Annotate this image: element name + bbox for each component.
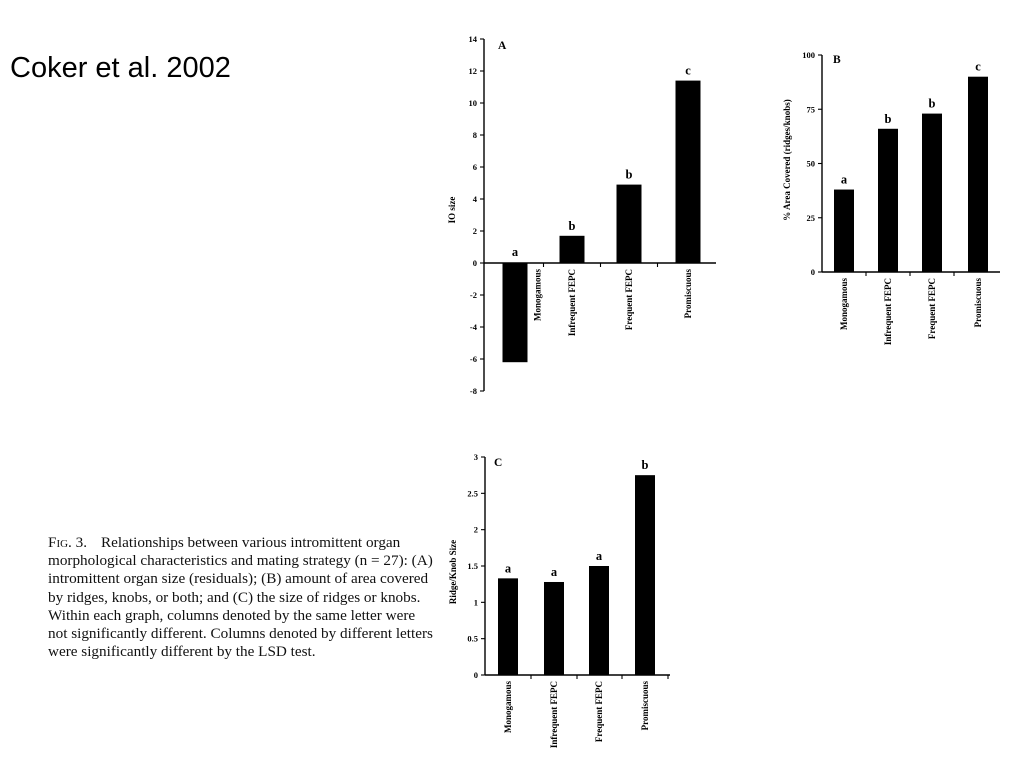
y-tick-label-a: 10 <box>469 98 478 108</box>
bar-b <box>968 76 988 272</box>
category-label-b: Monogamous <box>839 278 849 331</box>
significance-letter-b: a <box>841 173 848 187</box>
bar-b <box>878 128 898 272</box>
caption-figure-label: Fig. 3. <box>48 534 88 551</box>
bar-a <box>502 263 528 363</box>
y-tick-label-c: 2.5 <box>467 488 478 498</box>
y-tick-label-c: 0.5 <box>467 634 478 644</box>
y-tick-label-a: -6 <box>470 354 477 364</box>
bar-a <box>559 235 585 263</box>
significance-letter-c: a <box>596 549 603 563</box>
category-label-a: Infrequent FEPC <box>567 269 577 336</box>
y-tick-label-a: 8 <box>473 130 477 140</box>
bar-a <box>675 80 701 263</box>
category-label-c: Promiscuous <box>640 681 650 731</box>
y-axis-title-c: Ridge/Knob Size <box>448 540 458 604</box>
y-tick-label-c: 3 <box>474 452 478 462</box>
y-tick-label-a: -2 <box>470 290 477 300</box>
y-tick-label-a: 6 <box>473 162 477 172</box>
category-label-b: Infrequent FEPC <box>883 278 893 345</box>
panel-label-b: B <box>833 54 841 66</box>
bar-c <box>635 475 655 675</box>
y-tick-label-c: 1.5 <box>467 561 478 571</box>
significance-letter-a: b <box>626 168 633 182</box>
bar-a <box>616 184 642 263</box>
panel-label-c: C <box>494 457 502 469</box>
y-tick-label-b: 25 <box>807 213 816 223</box>
y-tick-label-a: 12 <box>469 66 478 76</box>
y-tick-label-c: 1 <box>474 597 478 607</box>
significance-letter-c: b <box>642 458 649 472</box>
category-label-a: Monogamous <box>533 269 543 322</box>
y-axis-title-a: IO size <box>447 197 457 224</box>
caption-text: Relationships between various intromitte… <box>48 534 433 661</box>
significance-letter-a: b <box>569 219 576 233</box>
y-tick-label-c: 0 <box>474 670 478 680</box>
y-tick-label-a: 2 <box>473 226 477 236</box>
category-label-b: Frequent FEPC <box>927 278 937 339</box>
y-tick-label-b: 75 <box>807 104 816 114</box>
category-label-b: Promiscuous <box>973 278 983 328</box>
figure-caption: Fig. 3. Relationships between various int… <box>48 534 438 661</box>
bar-b <box>834 189 854 272</box>
y-tick-label-a: -4 <box>470 322 478 332</box>
significance-letter-b: c <box>975 60 981 74</box>
y-axis-title-b: % Area Covered (ridges/knobs) <box>782 99 792 220</box>
bar-c <box>589 566 609 675</box>
bar-c <box>498 578 518 675</box>
y-tick-label-c: 2 <box>474 525 478 535</box>
category-label-a: Frequent FEPC <box>624 269 634 330</box>
significance-letter-a: c <box>685 64 691 78</box>
significance-letter-c: a <box>551 565 558 579</box>
category-label-a: Promiscuous <box>683 269 693 319</box>
bar-b <box>922 113 942 272</box>
panel-label-a: A <box>498 40 507 52</box>
category-label-c: Infrequent FEPC <box>549 681 559 748</box>
y-tick-label-a: 4 <box>473 194 478 204</box>
significance-letter-c: a <box>505 561 512 575</box>
y-tick-label-a: 0 <box>473 258 477 268</box>
category-label-c: Frequent FEPC <box>594 681 604 742</box>
bar-c <box>544 581 564 675</box>
y-tick-label-b: 50 <box>807 159 816 169</box>
significance-letter-b: b <box>885 112 892 126</box>
significance-letter-a: a <box>512 245 519 259</box>
y-tick-label-a: 14 <box>469 34 478 44</box>
y-tick-label-b: 0 <box>811 267 815 277</box>
category-label-c: Monogamous <box>503 681 513 734</box>
y-tick-label-b: 100 <box>802 50 815 60</box>
y-tick-label-a: -8 <box>470 386 477 396</box>
slide-title: Coker et al. 2002 <box>10 52 231 84</box>
significance-letter-b: b <box>929 97 936 111</box>
